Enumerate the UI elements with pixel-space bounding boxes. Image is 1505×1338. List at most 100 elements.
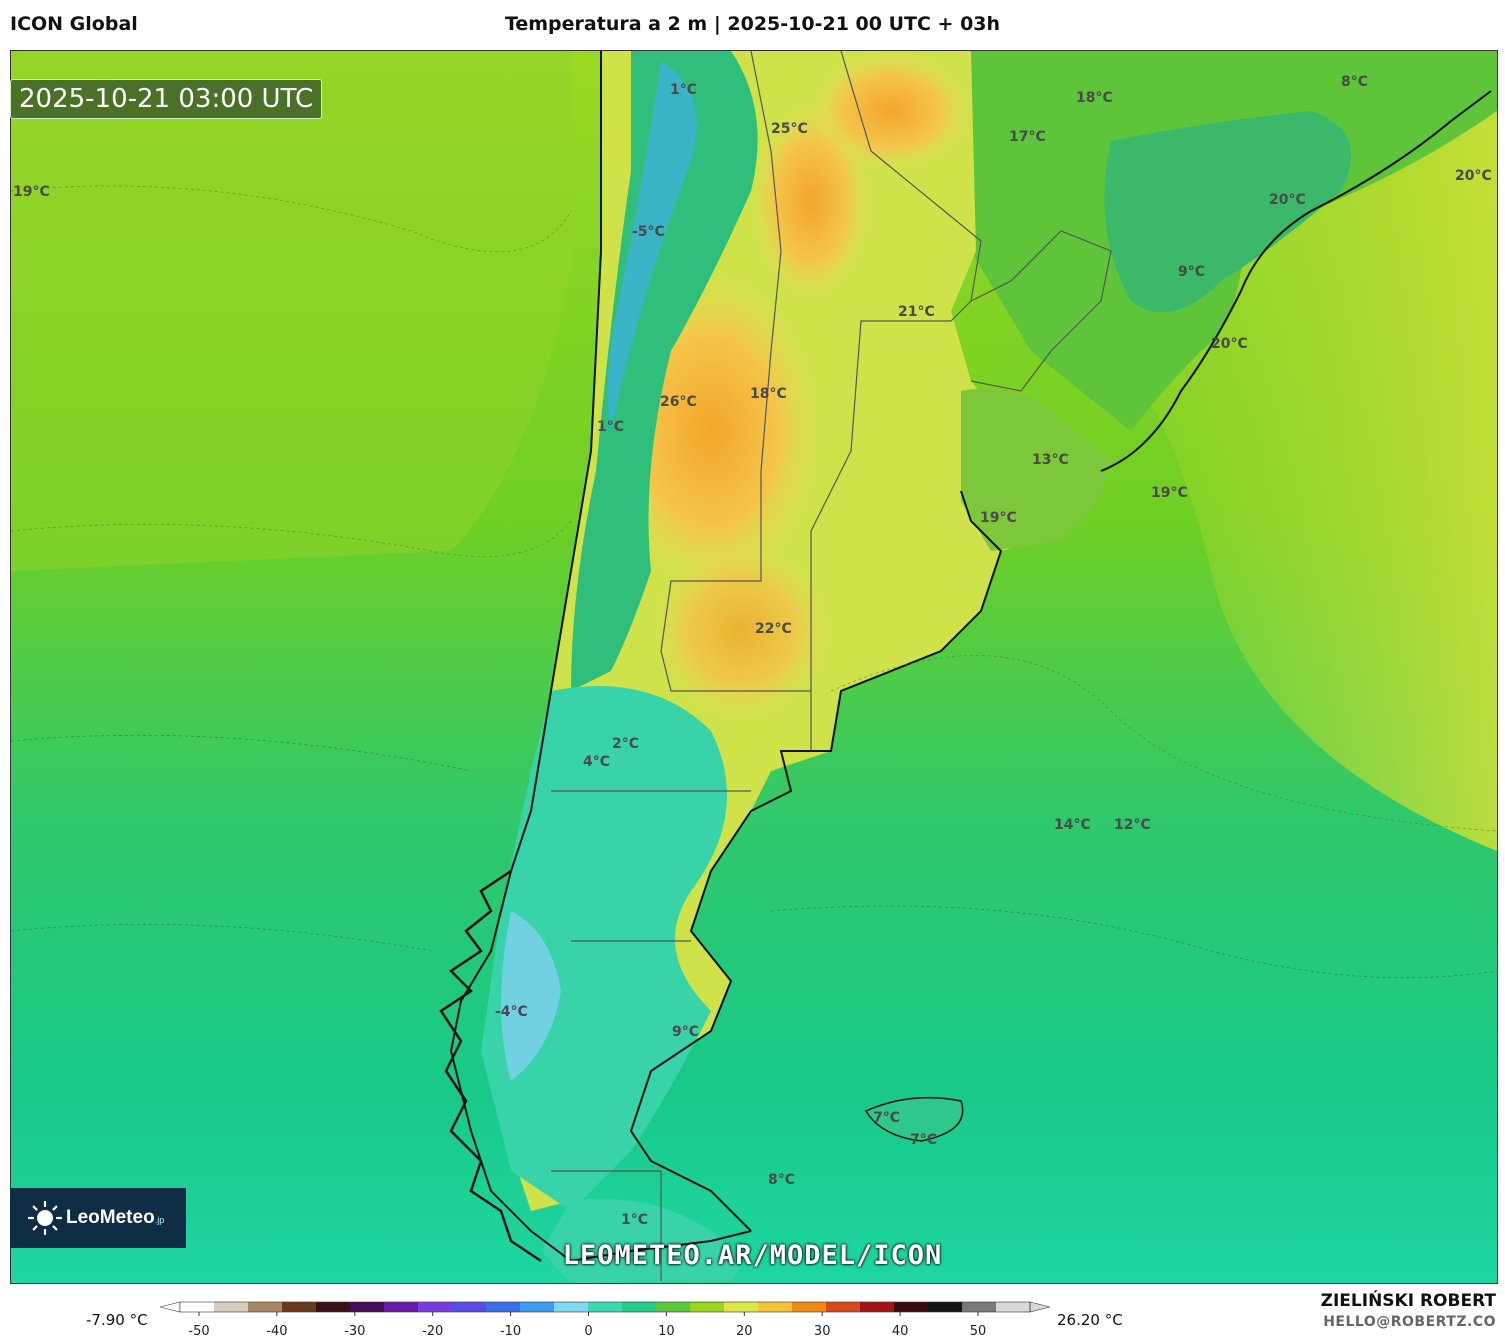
contour-line [11,923,432,952]
colorbar-swatch [248,1302,283,1312]
author-email: HELLO@ROBERTZ.CO [1323,1314,1496,1330]
temperature-label: 9°C [672,1024,699,1040]
temperature-label: 18°C [750,386,787,402]
colorbar-swatch [350,1302,385,1312]
andes-snow-strip [607,61,697,431]
colorbar-min-label: -7.90 °C [86,1311,148,1329]
colorbar-swatch [520,1302,555,1312]
tierra-del-fuego [541,1199,738,1283]
temperature-label: 4°C [583,754,610,770]
colorbar-swatch [384,1302,419,1312]
chart-title: Temperatura a 2 m | 2025-10-21 00 UTC + … [504,13,1001,35]
contour-line [11,734,472,772]
temperature-label: 18°C [1076,90,1113,106]
colorbar-swatch [758,1302,793,1312]
temperature-label: 20°C [1455,168,1492,184]
temperature-label: -4°C [495,1004,528,1020]
colorbar-swatch [486,1302,521,1312]
coastline [449,51,1003,1263]
colorbar-swatches [159,1301,1051,1313]
temperature-label: 19°C [1151,485,1188,501]
temperature-label: 1°C [621,1212,648,1228]
colorbar-swatch [588,1302,623,1312]
colorbar-swatch [316,1302,351,1312]
contour-line [830,655,1497,832]
colorbar-swatch [282,1302,317,1312]
contour-line [11,185,572,253]
falkland-islands [864,1096,964,1142]
province-borders [551,51,1112,1281]
colorbar-tick-label: 0 [584,1324,592,1338]
temperature-label: 13°C [1032,452,1069,468]
temperature-label: 7°C [873,1110,900,1126]
colorbar-tick-label: -40 [266,1324,287,1338]
colorbar-tick-label: 10 [658,1324,675,1338]
colorbar: -50 -40 -30 -20 -10 0 10 20 30 40 50 [159,1301,1051,1338]
brazil-cool-highlands [1104,111,1351,313]
temperature-label: 8°C [768,1172,795,1188]
patagonia-cool [481,686,727,1211]
southern-icefield [501,911,561,1081]
colorbar-tick-label: -10 [500,1324,521,1338]
temperature-label: 12°C [1114,817,1151,833]
colorbar-tick-label: 50 [970,1324,987,1338]
leometeo-logo[interactable]: LeoMeteo.jp [10,1188,186,1248]
andes-cold-strip [571,51,758,691]
contour-line [770,905,1497,979]
warm-core-pampa [651,541,831,721]
temperature-label: 7°C [910,1132,937,1148]
pacific-band [11,51,571,571]
colorbar-swatch [894,1302,929,1312]
colorbar-swatch [724,1302,759,1312]
colorbar-max-label: 26.20 °C [1057,1311,1123,1329]
colorbar-swatch [860,1302,895,1312]
colorbar-swatch [690,1302,725,1312]
valid-time-badge: 2025-10-21 03:00 UTC [10,79,323,119]
temperature-label: 25°C [771,121,808,137]
colorbar-swatch [214,1302,249,1312]
colorbar-swatch [622,1302,657,1312]
model-name: ICON Global [10,13,138,35]
colorbar-tick-label: 20 [736,1324,753,1338]
colorbar-swatch [928,1302,963,1312]
colorbar-high-arrow [1029,1301,1051,1313]
colorbar-tick-label: 30 [814,1324,831,1338]
warm-core-chaco [811,51,971,171]
temperature-label: 9°C [1178,264,1205,280]
colorbar-tick-label: -20 [422,1324,443,1338]
colorbar-tick-label: 40 [892,1324,909,1338]
temperature-label: 22°C [755,621,792,637]
colorbar-swatch [418,1302,453,1312]
colorbar-tick-label: -50 [188,1324,209,1338]
colorbar-swatch [792,1302,827,1312]
temperature-map[interactable]: 1°C 25°C 18°C 17°C 8°C 19°C 20°C 20°C -5… [10,50,1498,1284]
colorbar-swatch [962,1302,997,1312]
temperature-label: 21°C [898,304,935,320]
sun-icon [28,1201,62,1235]
author-credit: ZIELIŃSKI ROBERT [1320,1291,1496,1311]
colorbar-swatch [656,1302,691,1312]
uruguay-land [961,388,1111,551]
temperature-label: 1°C [670,82,697,98]
source-url-watermark: LEOMETEO.AR/MODEL/ICON [562,1240,943,1271]
temperature-label: 17°C [1009,129,1046,145]
brazil-coastline [1100,90,1492,472]
temperature-label: 19°C [13,184,50,200]
temperature-label: 26°C [660,394,697,410]
colorbar-swatch [826,1302,861,1312]
contour-line [11,520,572,558]
temperature-label: 19°C [980,510,1017,526]
temperature-label: 20°C [1211,336,1248,352]
fjord-coast [439,869,542,1263]
colorbar-swatch [452,1302,487,1312]
logo-text: LeoMeteo.jp [66,1207,165,1228]
colorbar-low-arrow [159,1301,181,1313]
temperature-label: 20°C [1269,192,1306,208]
map-canvas: 1°C 25°C 18°C 17°C 8°C 19°C 20°C 20°C -5… [11,51,1497,1283]
colorbar-swatch [554,1302,589,1312]
temperature-label: 8°C [1341,74,1368,90]
temperature-label: -5°C [632,224,665,240]
colorbar-outline [179,1301,1031,1313]
colorbar-swatch [996,1302,1031,1312]
colorbar-tick-label: -30 [344,1324,365,1338]
